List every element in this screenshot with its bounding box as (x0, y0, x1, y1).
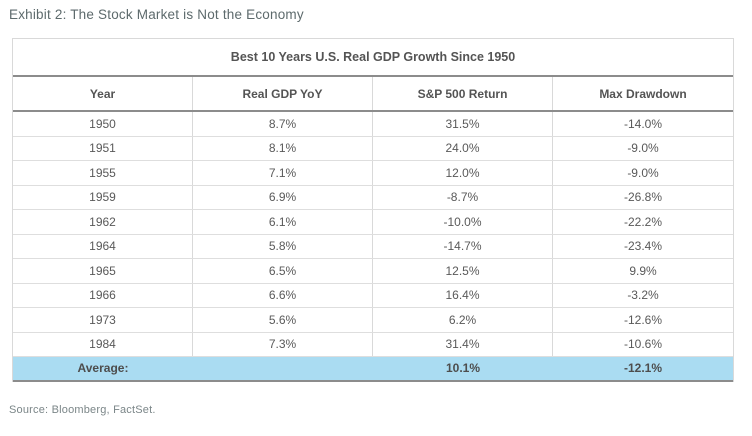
cell-real-gdp: 8.1% (193, 136, 373, 160)
table-row: 1951 8.1% 24.0% -9.0% (13, 136, 733, 161)
cell-sp500: 31.5% (373, 112, 553, 136)
cell-year: 1950 (13, 112, 193, 136)
cell-sp500: 24.0% (373, 136, 553, 160)
cell-drawdown: -9.0% (627, 165, 659, 180)
cell-sp500: -14.7% (373, 234, 553, 258)
table-body: 1950 8.7% 31.5% -14.0% 1951 8.1% 24.0% -9.0% 195… (13, 112, 733, 357)
cell-real-gdp: 6.5% (193, 259, 373, 283)
cell-year: 1964 (13, 234, 193, 258)
average-row: Average: 10.1% -12.1% (13, 357, 733, 382)
column-header-drawdown: Max Drawdown (599, 86, 687, 101)
cell-year: 1962 (13, 210, 193, 234)
cell-real-gdp: 6.6% (193, 283, 373, 307)
average-drawdown: -12.1% (623, 361, 663, 376)
table-row: 1973 5.6% 6.2% -12.6% (13, 308, 733, 333)
table-row: 1950 8.7% 31.5% -14.0% (13, 112, 733, 137)
exhibit-title: Exhibit 2: The Stock Market is Not the E… (9, 7, 304, 22)
table-row: 1962 6.1% -10.0% -22.2% (13, 210, 733, 235)
cell-sp500: 12.5% (373, 259, 553, 283)
cell-drawdown: -22.2% (623, 214, 663, 229)
table-row: 1966 6.6% 16.4% -3.2% (13, 283, 733, 308)
cell-drawdown: -12.6% (623, 312, 663, 327)
cell-sp500: 12.0% (373, 161, 553, 185)
average-label: Average: (77, 361, 129, 376)
cell-year: 1965 (13, 259, 193, 283)
source-note: Source: Bloomberg, FactSet. (9, 404, 156, 416)
cell-year: 1984 (13, 332, 193, 356)
cell-drawdown: -10.6% (623, 337, 663, 352)
cell-sp500: -8.7% (373, 185, 553, 209)
cell-real-gdp: 8.7% (193, 112, 373, 136)
cell-drawdown: -3.2% (627, 288, 659, 303)
cell-drawdown: -23.4% (623, 239, 663, 254)
cell-drawdown: 9.9% (629, 263, 657, 278)
column-header-sp500: S&P 500 Return (373, 77, 553, 110)
table-row: 1964 5.8% -14.7% -23.4% (13, 234, 733, 259)
column-header-real-gdp: Real GDP YoY (193, 77, 373, 110)
average-sp500: 10.1% (445, 361, 481, 376)
average-real-gdp (193, 357, 373, 380)
cell-real-gdp: 5.6% (193, 308, 373, 332)
cell-real-gdp: 7.1% (193, 161, 373, 185)
cell-sp500: 31.4% (373, 332, 553, 356)
table-header-row: Year Real GDP YoY S&P 500 Return Max Dra… (13, 77, 733, 112)
column-header-year: Year (13, 77, 193, 110)
cell-drawdown: -9.0% (627, 141, 659, 156)
cell-sp500: 6.2% (373, 308, 553, 332)
table-row: 1955 7.1% 12.0% -9.0% (13, 161, 733, 186)
cell-year: 1966 (13, 283, 193, 307)
cell-real-gdp: 6.1% (193, 210, 373, 234)
cell-year: 1951 (13, 136, 193, 160)
cell-drawdown: -26.8% (623, 190, 663, 205)
cell-sp500: 16.4% (373, 283, 553, 307)
gdp-growth-table: Best 10 Years U.S. Real GDP Growth Since… (12, 38, 734, 382)
cell-drawdown: -14.0% (623, 116, 663, 131)
cell-real-gdp: 6.9% (193, 185, 373, 209)
cell-sp500: -10.0% (373, 210, 553, 234)
cell-real-gdp: 5.8% (193, 234, 373, 258)
table-row: 1965 6.5% 12.5% 9.9% (13, 259, 733, 284)
cell-year: 1959 (13, 185, 193, 209)
cell-year: 1973 (13, 308, 193, 332)
cell-year: 1955 (13, 161, 193, 185)
table-title: Best 10 Years U.S. Real GDP Growth Since… (13, 39, 733, 77)
cell-real-gdp: 7.3% (193, 332, 373, 356)
table-row: 1984 7.3% 31.4% -10.6% (13, 332, 733, 357)
table-row: 1959 6.9% -8.7% -26.8% (13, 185, 733, 210)
